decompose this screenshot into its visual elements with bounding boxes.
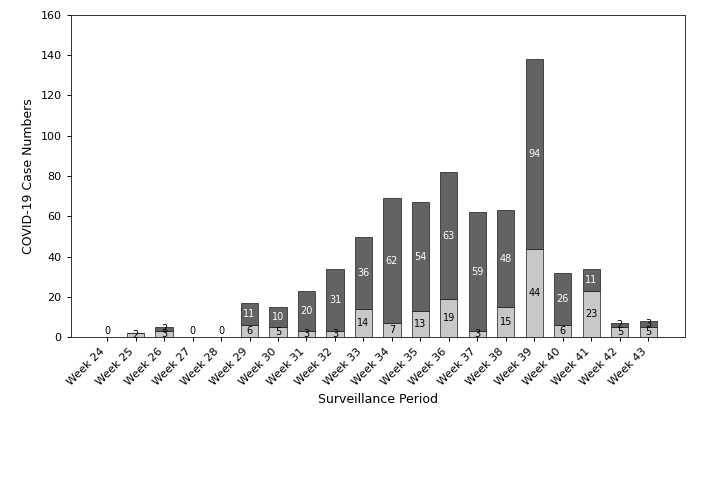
Text: 3: 3 [161,329,167,339]
Bar [497,210,515,307]
Bar [497,307,515,337]
Text: 3: 3 [645,319,652,329]
Text: 63: 63 [443,231,455,241]
Text: 31: 31 [329,295,341,305]
Text: 36: 36 [357,268,369,278]
Bar [441,172,457,299]
Text: 0: 0 [104,326,110,336]
Text: 19: 19 [443,313,455,323]
Bar [554,325,571,337]
Bar [155,327,172,331]
Text: 3: 3 [332,329,338,339]
Text: 0: 0 [218,326,224,336]
Bar [383,323,400,337]
Bar [554,273,571,325]
Text: 15: 15 [500,317,512,327]
Bar [469,331,486,337]
Bar [355,309,372,337]
Bar [326,331,344,337]
Bar [611,323,628,327]
Text: 23: 23 [585,309,597,319]
Bar [298,291,315,331]
Bar [412,202,429,311]
Bar [241,325,258,337]
Text: 2: 2 [133,330,138,340]
Text: 48: 48 [500,253,512,264]
Bar [583,291,600,337]
Text: 3: 3 [304,329,309,339]
Y-axis label: COVID-19 Case Numbers: COVID-19 Case Numbers [22,98,35,254]
Text: 6: 6 [560,326,566,336]
Text: 5: 5 [617,327,623,337]
Bar [355,237,372,309]
Bar [526,59,543,248]
Bar [298,331,315,337]
Text: 6: 6 [246,326,253,336]
Text: 5: 5 [645,327,652,337]
Text: 10: 10 [272,312,284,322]
Bar [526,248,543,337]
Text: 7: 7 [389,325,395,335]
Bar [640,321,657,327]
Text: 0: 0 [189,326,196,336]
Bar [383,198,400,323]
Bar [270,307,287,327]
Bar [412,311,429,337]
Text: 59: 59 [471,267,484,277]
Text: 3: 3 [474,329,481,339]
Text: 2: 2 [617,320,623,330]
Text: 11: 11 [244,309,256,319]
Bar [155,331,172,337]
Text: 94: 94 [528,149,541,159]
Text: 62: 62 [385,256,398,266]
Text: 14: 14 [357,318,369,328]
Text: 26: 26 [557,294,569,304]
Bar [583,269,600,291]
X-axis label: Surveillance Period: Surveillance Period [318,393,438,406]
Bar [241,303,258,325]
Bar [611,327,628,337]
Text: 13: 13 [414,319,426,329]
Text: 54: 54 [414,251,426,262]
Bar [441,299,457,337]
Text: 2: 2 [161,324,167,334]
Text: 20: 20 [300,306,313,316]
Bar [469,212,486,331]
Bar [326,269,344,331]
Text: 5: 5 [275,327,281,337]
Bar [270,327,287,337]
Text: 11: 11 [585,275,597,285]
Bar [127,333,144,337]
Text: 44: 44 [528,288,541,298]
Bar [640,327,657,337]
